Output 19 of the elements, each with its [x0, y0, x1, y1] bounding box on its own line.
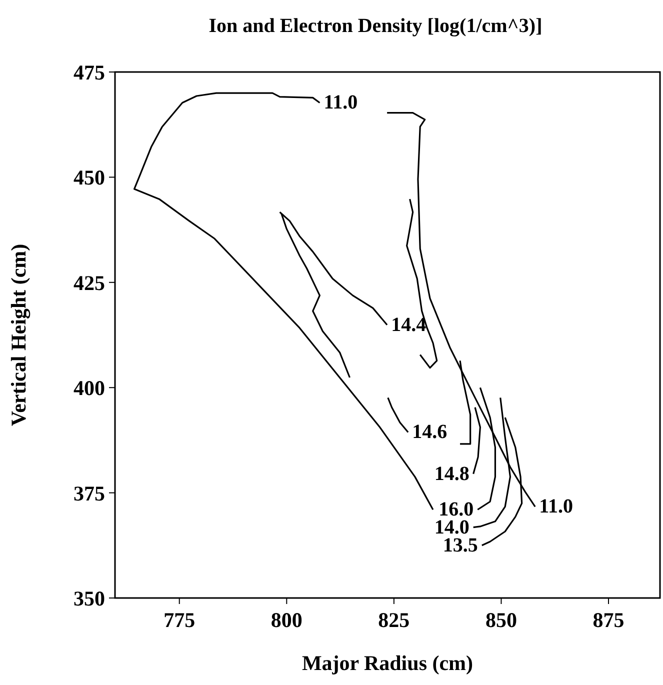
- y-axis-title: Vertical Height (cm): [6, 244, 30, 426]
- chart-title: Ion and Electron Density [log(1/cm^3)]: [208, 14, 544, 39]
- y-tick-label: 400: [74, 376, 105, 400]
- y-tick-label: 375: [74, 481, 105, 506]
- annotation: 14.8: [434, 462, 470, 485]
- x-tick-label: 825: [378, 608, 410, 632]
- x-tick-label: 850: [485, 608, 517, 632]
- y-tick-label: 450: [74, 166, 105, 190]
- annotation: 11.0: [324, 92, 358, 114]
- y-tick-label: 425: [74, 270, 105, 295]
- x-tick-label: 800: [270, 608, 302, 632]
- annotation: 14.4: [391, 314, 426, 336]
- annotation: 14.6: [412, 421, 448, 444]
- x-tick-label: 775: [164, 608, 196, 632]
- x-tick-label: 875: [592, 608, 624, 632]
- y-tick-label: 475: [74, 60, 105, 84]
- y-tick-label: 350: [74, 586, 105, 610]
- annotation: 11.0: [539, 496, 574, 518]
- x-axis-title: Major Radius (cm): [302, 651, 474, 675]
